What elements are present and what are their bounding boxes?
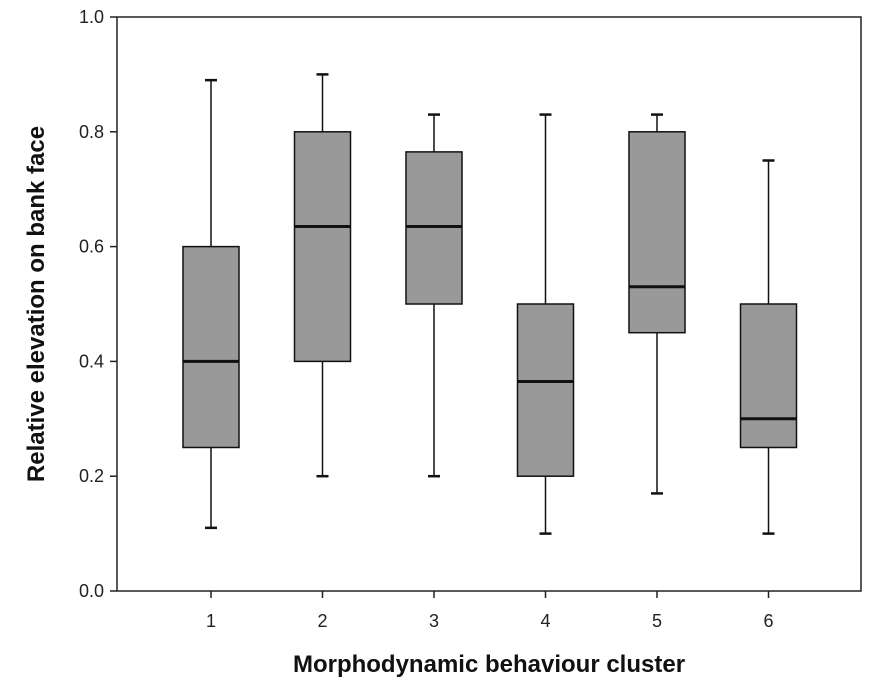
boxes bbox=[182, 73, 798, 535]
box-cluster-2 bbox=[293, 73, 352, 478]
iqr-box bbox=[739, 303, 798, 449]
y-tick-label: 0.8 bbox=[79, 122, 104, 142]
iqr-box bbox=[182, 245, 240, 449]
x-tick-label: 6 bbox=[763, 611, 773, 631]
y-tick-label: 0.6 bbox=[79, 237, 104, 257]
x-tick-label: 1 bbox=[206, 611, 216, 631]
y-axis-title: Relative elevation on bank face bbox=[23, 126, 50, 482]
box-cluster-5 bbox=[628, 113, 686, 495]
box-cluster-6 bbox=[739, 159, 798, 535]
y-tick-label: 0.4 bbox=[79, 351, 104, 371]
y-tick-label: 0.2 bbox=[79, 466, 104, 486]
y-axis: 0.0 0.2 0.4 0.6 0.8 1.0 bbox=[79, 7, 117, 601]
iqr-box bbox=[628, 131, 686, 334]
x-axis: 1 2 3 4 5 6 bbox=[206, 591, 774, 631]
box-cluster-4 bbox=[516, 113, 575, 535]
x-tick-label: 4 bbox=[540, 611, 550, 631]
box-cluster-1 bbox=[182, 78, 240, 530]
box-cluster-3 bbox=[405, 113, 463, 478]
y-tick-label: 0.0 bbox=[79, 581, 104, 601]
x-tick-label: 2 bbox=[317, 611, 327, 631]
iqr-box bbox=[516, 303, 575, 477]
plot-frame bbox=[116, 16, 862, 592]
x-tick-label: 3 bbox=[429, 611, 439, 631]
iqr-box bbox=[293, 131, 352, 363]
x-axis-title: Morphodynamic behaviour cluster bbox=[293, 651, 685, 678]
x-tick-label: 5 bbox=[652, 611, 662, 631]
y-tick-label: 1.0 bbox=[79, 7, 104, 27]
